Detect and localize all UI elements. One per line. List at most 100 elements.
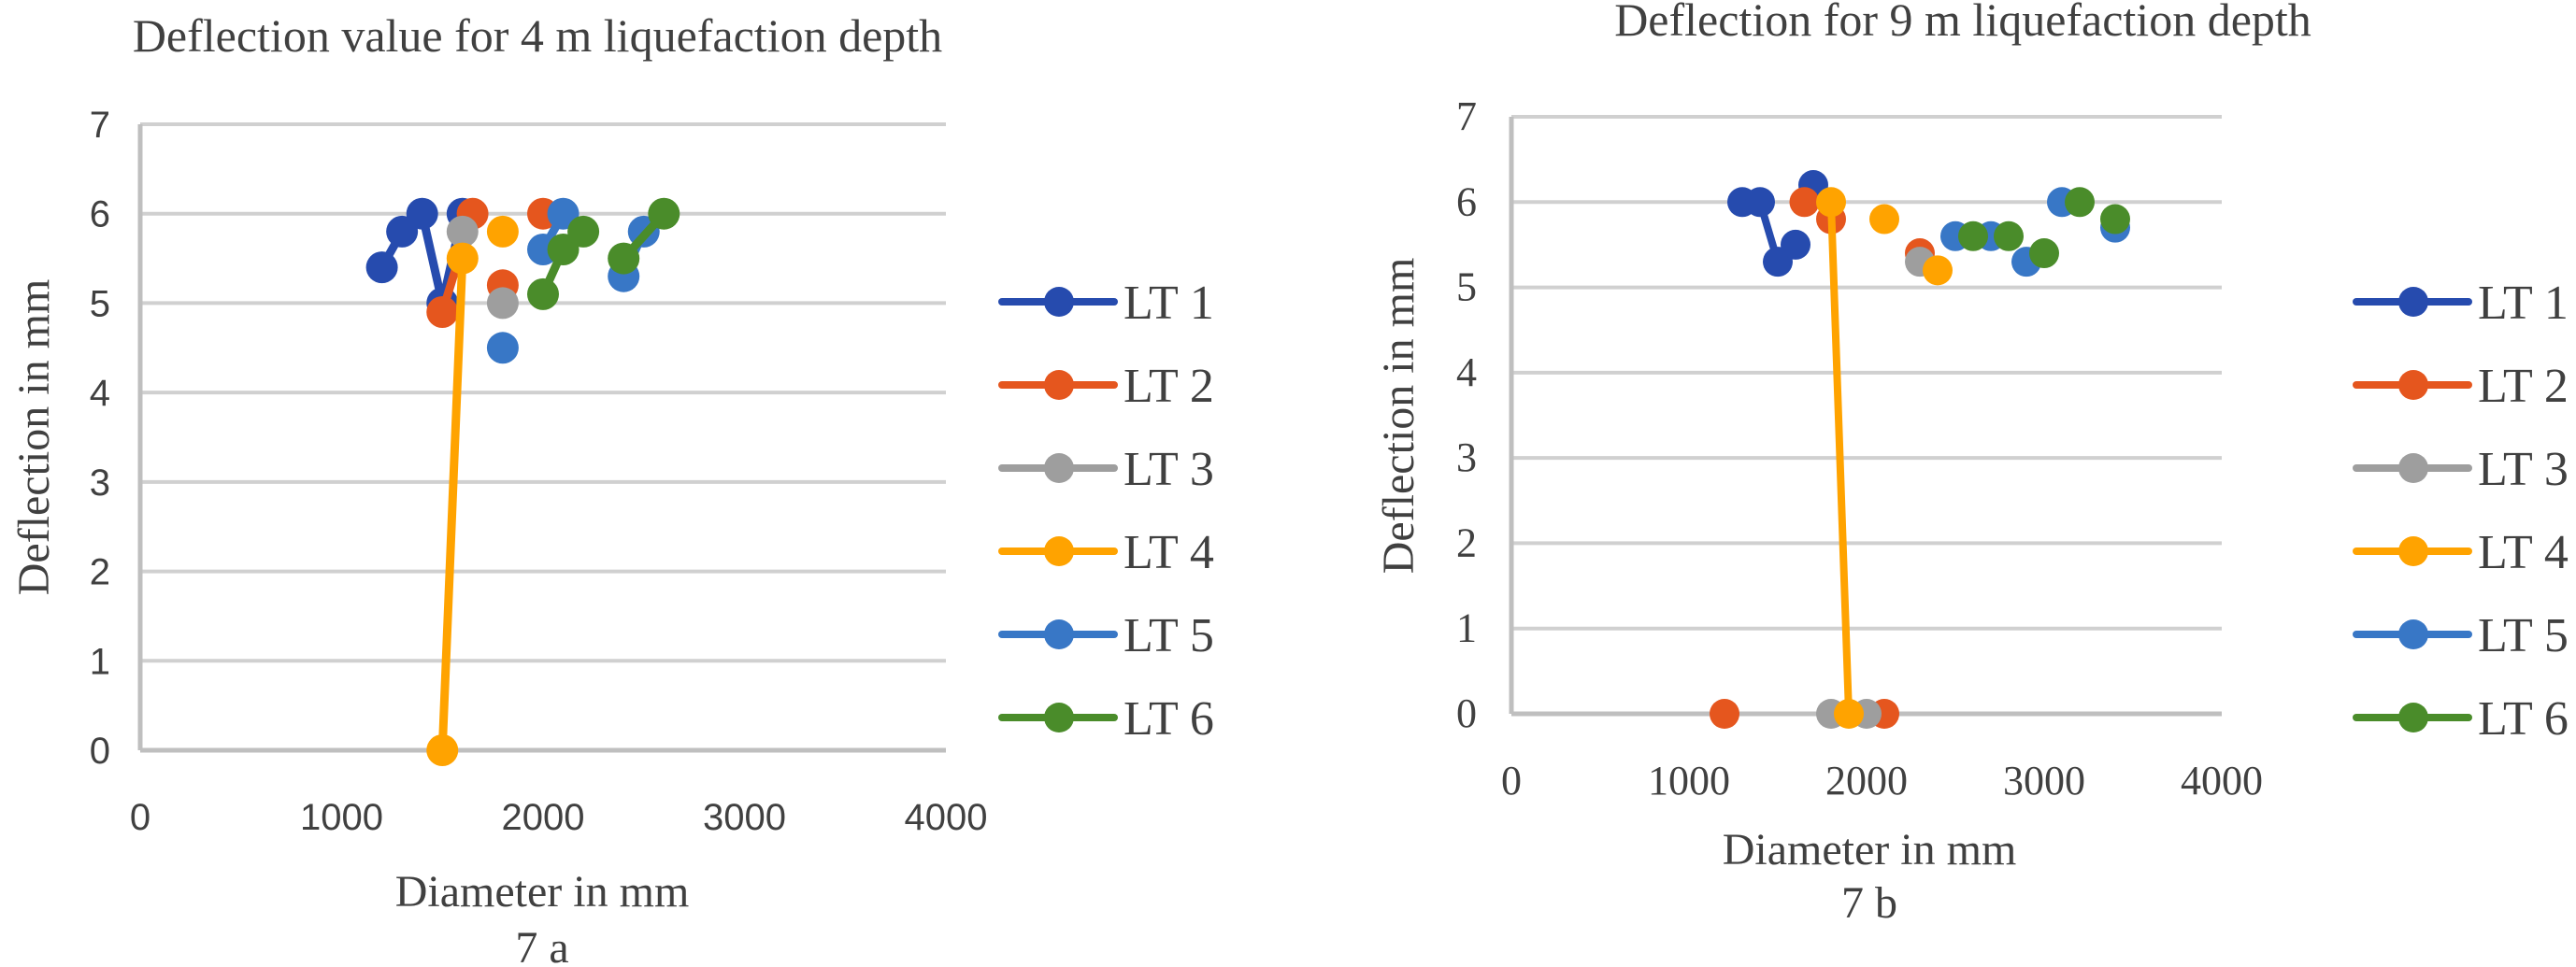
x-axis-title: Diameter in mm: [395, 867, 690, 917]
y-tick-label: 6: [90, 194, 110, 235]
y-axis-title: Deflection in mm: [9, 279, 59, 596]
legend-marker-icon: [2398, 453, 2428, 483]
legend-label: LT 4: [2478, 526, 2569, 579]
legend-marker-icon: [1044, 536, 1074, 566]
legend-label: LT 6: [2478, 692, 2569, 746]
data-point: [567, 215, 600, 248]
series-lt6: [1958, 187, 2130, 269]
y-tick-label: 0: [1456, 690, 1477, 736]
legend-label: LT 5: [1123, 609, 1214, 662]
legend-marker-icon: [1044, 619, 1074, 649]
legend-item: LT 1: [998, 277, 1214, 330]
x-tick-label: 0: [1501, 758, 1522, 803]
data-point: [2029, 238, 2059, 269]
legend-item: LT 3: [998, 443, 1214, 496]
data-point: [486, 215, 519, 248]
x-tick-label: 2000: [1825, 758, 1908, 803]
legend-item: LT 6: [998, 692, 1214, 746]
data-point: [1781, 229, 1810, 260]
x-tick-labels: 0 1000 2000 3000 4000: [130, 797, 988, 838]
y-tick-labels: 0 1 2 3 4 5 6 7: [90, 105, 110, 772]
series-layer: [1710, 170, 2130, 729]
legend-label: LT 1: [1123, 277, 1214, 330]
x-tick-labels: 0 1000 2000 3000 4000: [1501, 758, 2263, 803]
legend-item: LT 3: [2353, 443, 2569, 496]
legend-marker-icon: [2398, 287, 2428, 317]
data-point: [486, 287, 519, 320]
series-line: [437, 254, 467, 755]
legend-item: LT 5: [998, 609, 1214, 662]
legend-item: LT 4: [998, 526, 1214, 579]
legend-marker-icon: [2398, 536, 2428, 566]
data-point: [1994, 220, 2024, 251]
chart-7b: Deflection for 9 m liquefaction depth 0 1…: [1374, 0, 2569, 928]
chart-title: Deflection for 9 m liquefaction depth: [1614, 0, 2311, 46]
legend-label: LT 4: [1123, 526, 1214, 579]
y-tick-label: 0: [90, 731, 110, 772]
series-lt1: [1727, 170, 1828, 277]
data-point: [426, 734, 459, 766]
x-tick-label: 0: [130, 797, 150, 838]
y-axis-title: Deflection in mm: [1374, 258, 1424, 575]
series-lt3: [446, 215, 519, 320]
series-layer: [365, 197, 680, 766]
data-point: [527, 277, 559, 310]
x-tick-label: 4000: [2181, 758, 2263, 803]
x-tick-label: 3000: [703, 797, 786, 838]
series-lt6: [527, 197, 680, 310]
legend-label: LT 6: [1123, 692, 1214, 746]
y-tick-label: 5: [1456, 264, 1477, 310]
y-tick-label: 3: [1456, 434, 1477, 480]
data-point: [1834, 699, 1864, 729]
chart-7a: Deflection value for 4 m liquefaction de…: [9, 9, 1214, 967]
legend-marker-icon: [2398, 703, 2428, 732]
x-tick-label: 3000: [2003, 758, 2085, 803]
legend-label: LT 3: [2478, 443, 2569, 496]
y-tick-labels: 0 1 2 3 4 5 6 7: [1456, 93, 1477, 736]
gridlines: [1509, 115, 2222, 717]
figure-caption: 7 b: [1841, 878, 1897, 928]
x-tick-label: 2000: [502, 797, 585, 838]
legend-marker-icon: [2398, 619, 2428, 649]
data-point: [446, 242, 479, 275]
x-tick-label: 1000: [300, 797, 383, 838]
y-tick-label: 4: [1456, 349, 1477, 395]
y-tick-label: 2: [1456, 519, 1477, 565]
y-tick-label: 1: [1456, 605, 1477, 651]
legend-label: LT 2: [2478, 360, 2569, 413]
data-point: [1745, 187, 1775, 218]
legend-marker-icon: [1044, 453, 1074, 483]
y-tick-label: 1: [90, 641, 110, 682]
legend: LT 1 LT 2 LT 3 LT 4 LT 5 LT 6: [2353, 277, 2569, 746]
y-tick-label: 2: [90, 552, 110, 593]
legend: LT 1 LT 2 LT 3 LT 4 LT 5 LT 6: [998, 277, 1214, 746]
legend-item: LT 4: [2353, 526, 2569, 579]
y-tick-label: 6: [1456, 178, 1477, 224]
chart-title: Deflection value for 4 m liquefaction de…: [133, 9, 942, 62]
legend-label: LT 5: [2478, 609, 2569, 662]
data-point: [608, 242, 640, 275]
x-tick-label: 1000: [1648, 758, 1730, 803]
data-point: [1923, 255, 1953, 286]
data-point: [1789, 187, 1820, 218]
y-tick-label: 3: [90, 462, 110, 504]
legend-item: LT 6: [2353, 692, 2569, 746]
data-point: [2100, 204, 2130, 235]
series-lt4: [1816, 187, 1953, 729]
data-point: [1958, 220, 1988, 251]
legend-marker-icon: [2398, 370, 2428, 400]
data-point: [1710, 699, 1739, 729]
data-point: [446, 215, 479, 248]
legend-marker-icon: [1044, 370, 1074, 400]
figure-caption: 7 a: [515, 923, 568, 967]
legend-label: LT 1: [2478, 277, 2569, 330]
series-lt4: [426, 215, 519, 766]
data-point: [426, 296, 459, 328]
x-tick-label: 4000: [905, 797, 988, 838]
data-point: [1816, 187, 1846, 218]
legend-item: LT 2: [2353, 360, 2569, 413]
x-axis-title: Diameter in mm: [1723, 825, 2017, 875]
data-point: [486, 332, 519, 364]
legend-label: LT 2: [1123, 360, 1214, 413]
